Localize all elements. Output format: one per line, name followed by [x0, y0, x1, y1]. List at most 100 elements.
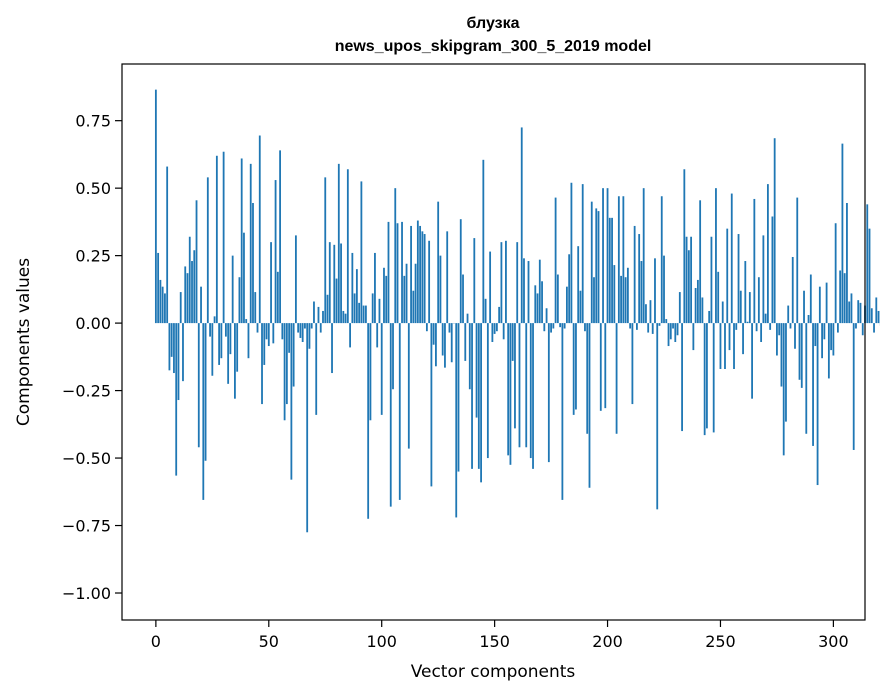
- bar-component-199: [604, 323, 607, 409]
- bar-component-54: [276, 271, 279, 324]
- bar-component-278: [782, 323, 785, 456]
- bar-component-126: [439, 255, 442, 324]
- y-tick-label: −0.75: [62, 517, 111, 536]
- bar-component-287: [803, 290, 805, 324]
- bar-component-27: [215, 155, 218, 324]
- bar-component-255: [730, 193, 733, 324]
- bar-component-104: [389, 323, 392, 507]
- bar-component-49: [265, 323, 268, 340]
- x-tick-label: 100: [366, 632, 397, 651]
- bar-component-224: [660, 196, 663, 324]
- bar-component-302: [837, 323, 839, 333]
- bar-component-218: [647, 323, 650, 333]
- bar-component-175: [550, 323, 552, 333]
- bar-component-230: [674, 323, 677, 342]
- bar-component-10: [177, 323, 180, 401]
- bar-component-219: [649, 300, 652, 324]
- bar-component-273: [771, 216, 774, 324]
- bar-component-56: [281, 323, 284, 340]
- bar-component-65: [301, 323, 304, 342]
- bar-component-248: [715, 188, 717, 324]
- y-tick-label: −0.50: [62, 449, 111, 468]
- bar-component-105: [392, 323, 394, 390]
- bar-component-86: [349, 323, 351, 348]
- bar-component-72: [317, 306, 320, 324]
- bar-component-261: [744, 261, 747, 324]
- bar-component-53: [274, 180, 277, 324]
- bar-component-222: [656, 323, 659, 510]
- bar-component-112: [407, 323, 410, 449]
- bar-component-184: [570, 182, 573, 324]
- bar-component-83: [342, 310, 345, 324]
- bar-component-254: [728, 323, 731, 351]
- bar-component-89: [355, 269, 358, 324]
- bar-component-19: [197, 323, 200, 448]
- bar-component-217: [645, 304, 647, 324]
- bar-component-51: [270, 242, 272, 324]
- bar-component-38: [240, 158, 243, 324]
- bar-component-84: [344, 313, 347, 324]
- bar-component-99: [378, 298, 381, 324]
- bar-component-203: [613, 265, 616, 324]
- bar-component-271: [766, 184, 769, 324]
- bar-component-110: [403, 275, 406, 324]
- bar-component-169: [536, 293, 539, 324]
- bar-component-223: [658, 323, 661, 326]
- bar-component-35: [234, 323, 236, 399]
- bar-component-59: [288, 323, 291, 353]
- bar-component-159: [514, 323, 516, 429]
- bar-component-157: [509, 323, 512, 465]
- bar-component-139: [468, 323, 471, 390]
- bar-component-91: [360, 181, 363, 324]
- bar-component-198: [602, 188, 604, 324]
- bar-component-236: [687, 250, 690, 324]
- bar-component-210: [629, 323, 632, 329]
- bar-component-174: [547, 323, 550, 463]
- bar-component-55: [279, 150, 281, 324]
- bar-component-58: [285, 323, 288, 405]
- bar-component-281: [789, 323, 792, 329]
- bar-component-240: [696, 279, 699, 324]
- bar-component-131: [450, 323, 453, 363]
- bar-component-237: [690, 236, 693, 324]
- bar-component-296: [823, 323, 826, 340]
- bar-component-129: [446, 231, 449, 324]
- bar-component-20: [200, 286, 202, 324]
- chart-title-line-2: news_upos_skipgram_300_5_2019 model: [335, 38, 652, 55]
- bar-component-166: [529, 323, 532, 459]
- bar-component-108: [398, 323, 401, 500]
- bar-component-165: [527, 261, 530, 324]
- bar-component-196: [597, 211, 600, 324]
- bar-component-216: [642, 188, 645, 324]
- bar-component-200: [606, 188, 609, 324]
- y-tick-label: 0.75: [75, 112, 111, 131]
- bar-series: [154, 89, 880, 533]
- bar-component-47: [261, 323, 263, 405]
- bar-component-180: [561, 323, 564, 500]
- bar-component-117: [419, 225, 422, 324]
- bar-component-298: [827, 323, 830, 379]
- bar-component-120: [425, 323, 428, 332]
- bar-component-251: [721, 301, 724, 324]
- bar-component-257: [735, 323, 738, 330]
- bar-component-285: [798, 323, 801, 380]
- bar-component-291: [812, 323, 814, 446]
- x-tick-label: 150: [479, 632, 510, 651]
- bar-component-182: [565, 286, 568, 324]
- bar-component-171: [541, 281, 543, 324]
- bar-component-63: [297, 323, 300, 333]
- bar-component-96: [371, 293, 374, 324]
- bar-component-173: [545, 308, 548, 324]
- bar-component-130: [448, 323, 451, 333]
- x-tick-label: 0: [151, 632, 161, 651]
- bar-component-33: [229, 323, 232, 355]
- bar-component-225: [663, 255, 665, 324]
- bar-component-258: [737, 234, 740, 324]
- bar-component-309: [852, 323, 855, 450]
- bar-component-179: [559, 323, 562, 328]
- bar-component-186: [575, 323, 577, 410]
- bar-component-70: [313, 301, 315, 324]
- x-tick-label: 300: [818, 632, 849, 651]
- y-tick-label: −0.25: [62, 382, 111, 401]
- bar-component-297: [825, 282, 828, 324]
